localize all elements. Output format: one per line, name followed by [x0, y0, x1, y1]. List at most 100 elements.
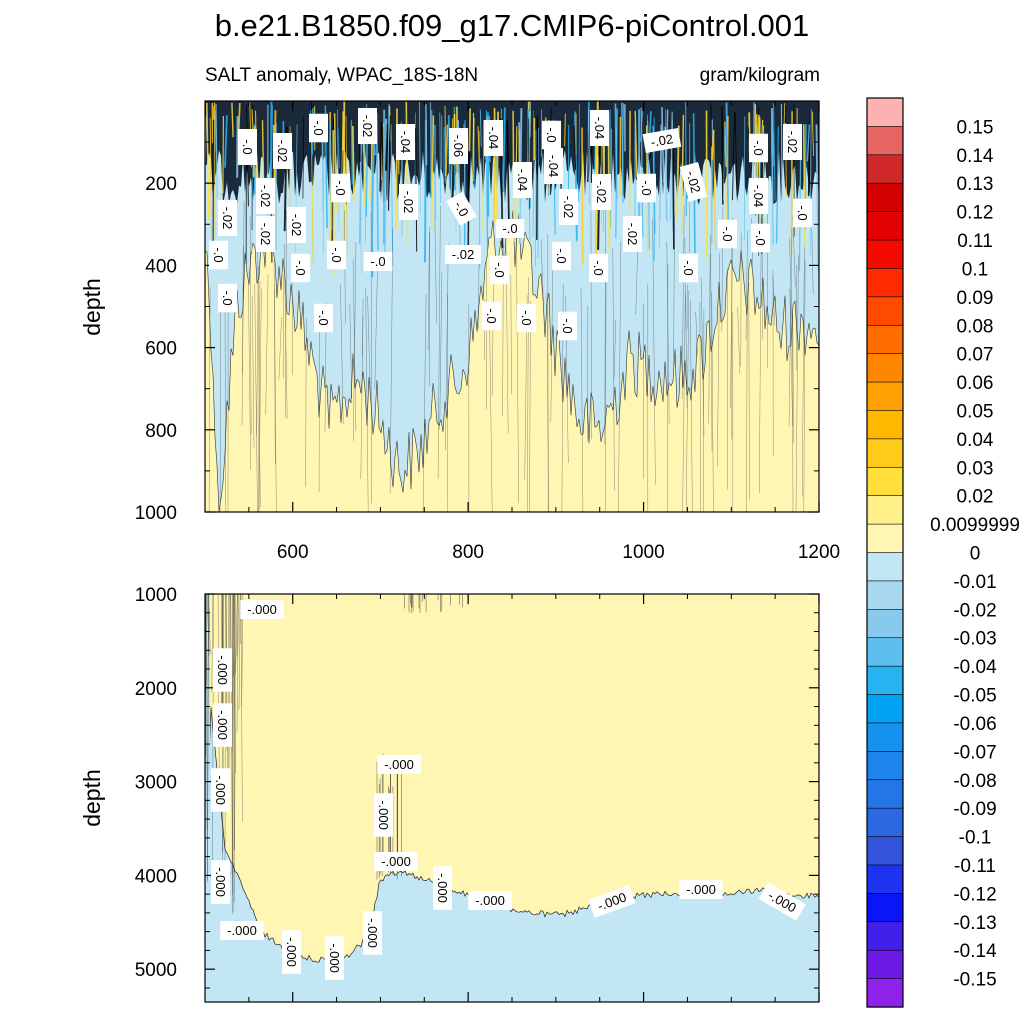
colorbar-swatch [866, 807, 904, 838]
contour-label-box [793, 198, 812, 228]
upper-contour-line [792, 308, 794, 444]
contour-label-box [331, 173, 350, 203]
colorbar-label: -0.15 [953, 970, 996, 991]
contour-label-box [218, 200, 237, 236]
upper-axis-ticks: 600 800 1000 1200 200 400 600 800 1000 [135, 101, 840, 563]
contour-label-text: -.04 [515, 169, 530, 191]
upper-surface-streak [722, 128, 726, 201]
upper-contour-line [242, 245, 244, 374]
contour-label-text: -.000 [384, 757, 414, 772]
contour-label: -.0 [490, 255, 509, 285]
contour-label-box [552, 241, 571, 271]
upper-contour-line [666, 241, 670, 425]
lower-contour-line [236, 594, 239, 733]
contour-label: -.04 [396, 124, 415, 160]
contour-label-box [256, 216, 275, 252]
contour-label-box [396, 124, 415, 160]
colorbar-label: 0.0099999 [930, 515, 1020, 536]
upper-contour-line [427, 226, 430, 351]
upper-surface-streak [771, 111, 775, 167]
upper-contour-line [422, 293, 427, 512]
contour-label-text: -.0 [311, 120, 326, 135]
contour-label: -.000 [374, 852, 418, 871]
contour-label: -.0 [558, 311, 577, 341]
contour-label-box [484, 120, 503, 156]
contour-label-text: -.02 [220, 207, 235, 229]
colorbar-swatch [866, 466, 904, 497]
upper-y-axis-label: depth [79, 278, 105, 336]
upper-surface-streak [532, 110, 534, 237]
colorbar-swatch [866, 836, 904, 866]
upper-surface-streak [573, 125, 577, 170]
upper-surface-streak [429, 102, 432, 191]
upper-surface-streak [337, 109, 340, 231]
colorbar-swatch [866, 779, 904, 809]
upper-surface-streak [685, 102, 687, 217]
colorbar-swatch [866, 296, 904, 326]
upper-surface-streak [209, 117, 213, 258]
upper-contour-line [489, 313, 493, 512]
contour-label: -.02 [445, 245, 481, 264]
contour-label-box [490, 255, 509, 285]
upper-contour-line [389, 228, 394, 494]
upper-contour-line [224, 285, 227, 512]
lower-contour-line [236, 594, 238, 657]
upper-surface-streak [711, 129, 715, 161]
colorbar: 0.15 0.14 0.13 0.12 0.11 0.1 0.09 0.08 0.07 0.06 0… [866, 97, 1020, 1008]
upper-contour-line [540, 239, 544, 304]
contour-label-box [240, 600, 284, 619]
contour-label-text: -.0 [451, 198, 472, 219]
contour-label: -.0 [793, 198, 812, 228]
contour-label-text: -.0 [751, 140, 766, 155]
upper-contour-line [612, 247, 615, 491]
colorbar-swatch [866, 182, 904, 213]
upper-surface-streak [502, 107, 506, 193]
colorbar-label: 0.12 [957, 203, 994, 224]
lower-axis-ticks: 1000 2000 3000 4000 5000 [135, 585, 820, 1002]
contour-label-box [399, 184, 418, 220]
contour-label-box [542, 120, 561, 150]
contour-label-text: -.000 [376, 800, 391, 830]
colorbar-swatch [866, 722, 904, 752]
upper-contour-line [374, 261, 378, 389]
upper-y-tick-label: 600 [145, 339, 177, 360]
upper-contour-line [700, 277, 705, 437]
upper-surface-streak [337, 127, 340, 168]
contour-label: -.0 [291, 253, 310, 283]
contour-label-box [592, 174, 611, 210]
contour-label: -.000 [468, 891, 512, 910]
contour-label: -.0 [209, 240, 228, 270]
lower-left-strip [205, 594, 210, 1002]
upper-contour-line [257, 216, 261, 508]
contour-label-box [374, 852, 418, 871]
upper-surface-streak [806, 124, 811, 162]
upper-contour-line [788, 228, 793, 427]
contour-label-text: -.000 [227, 923, 257, 938]
contour-label-text: -.02 [594, 181, 609, 203]
contour-label: -.02 [256, 178, 275, 214]
contour-label-text: -.0 [316, 310, 331, 325]
contour-label: -.0 [482, 301, 501, 331]
contour-label-box [718, 219, 737, 249]
contour-label: -.000 [377, 755, 421, 774]
contour-label-box [589, 253, 608, 283]
contour-label: -.0 [238, 132, 257, 162]
upper-contour-line [759, 218, 762, 493]
upper-surface-streak [215, 103, 218, 199]
contour-label-box [211, 768, 230, 812]
upper-surface-streak [529, 101, 532, 138]
upper-contour-line [434, 222, 437, 324]
upper-surface-streak [621, 103, 624, 191]
contour-label-text: -.02 [401, 191, 416, 213]
colorbar-swatch [866, 410, 904, 440]
upper-contour-line [613, 319, 617, 380]
upper-contour-line [254, 284, 258, 512]
upper-contour-line [730, 217, 734, 409]
contour-label-text: -.0 [240, 139, 255, 154]
contour-label: -.0 [327, 240, 346, 270]
upper-surface-streak [468, 108, 471, 152]
upper-contour-line [265, 274, 269, 415]
contour-label: -.0 [552, 241, 571, 271]
contour-label-text: -.0 [293, 260, 308, 275]
contour-label-box [309, 113, 328, 143]
